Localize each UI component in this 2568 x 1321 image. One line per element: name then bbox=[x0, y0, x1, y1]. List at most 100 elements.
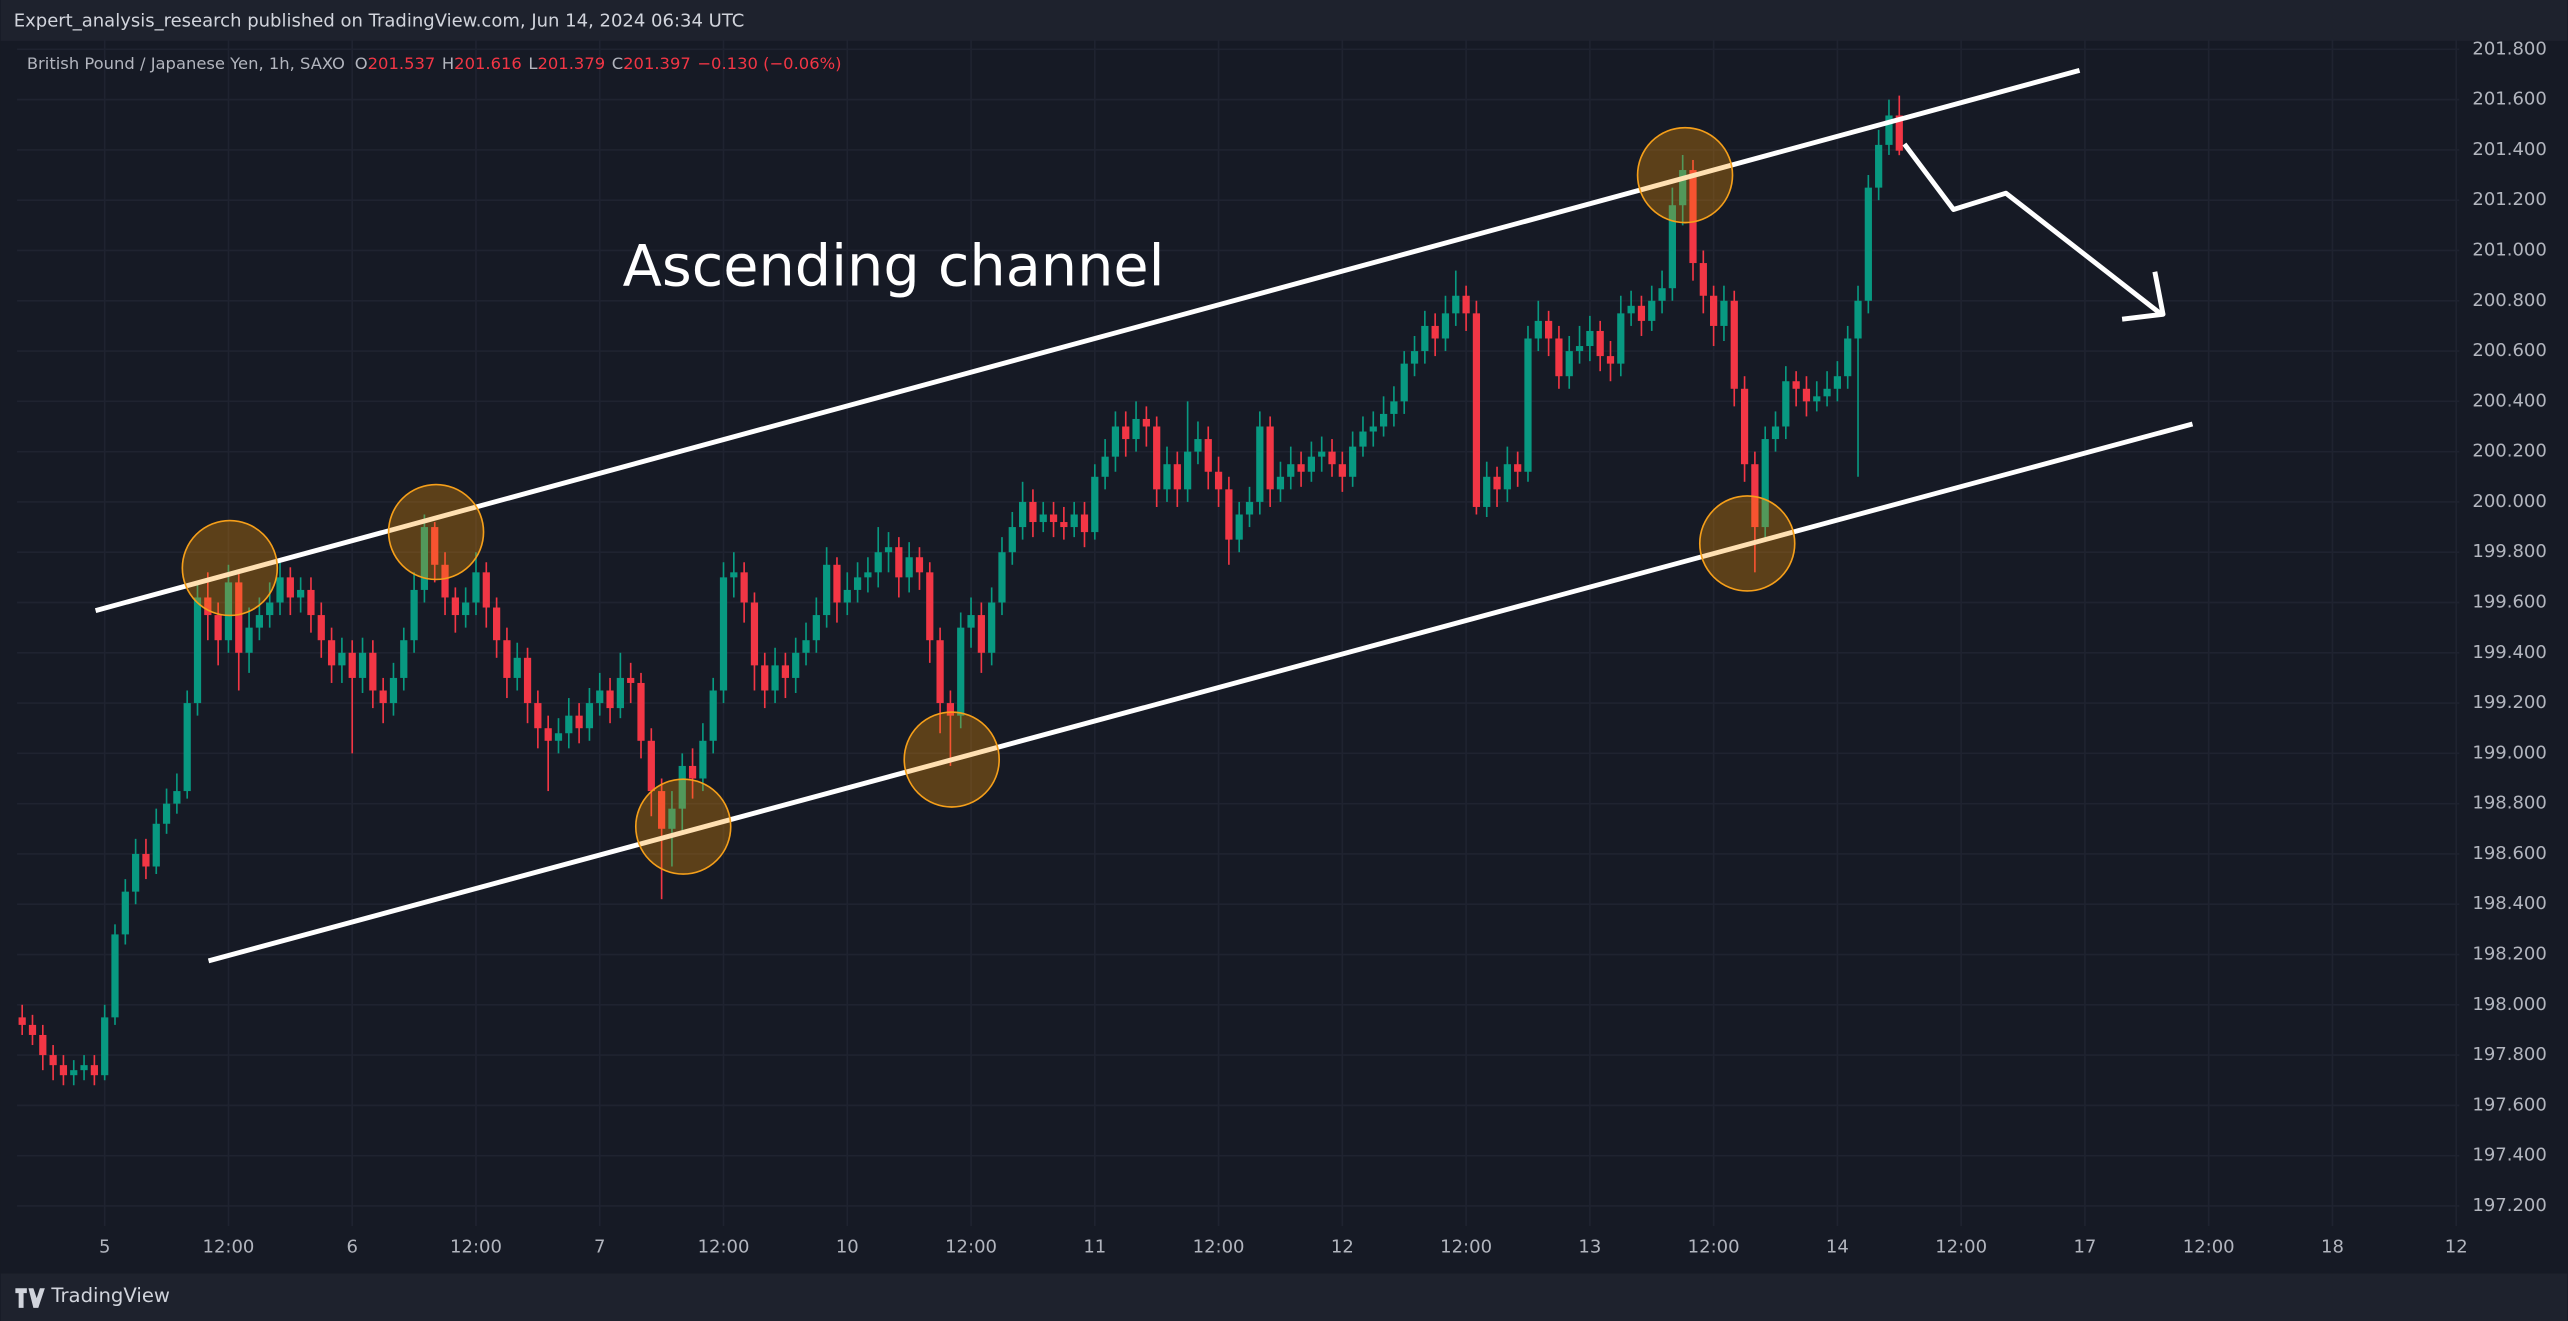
candle-body bbox=[1586, 330, 1594, 347]
candle-body bbox=[812, 615, 820, 641]
candle-body bbox=[1895, 115, 1903, 151]
candle-body bbox=[214, 615, 222, 641]
candle-body bbox=[1771, 426, 1780, 440]
candle-body bbox=[1018, 501, 1027, 528]
candle-body bbox=[884, 547, 893, 553]
y-tick-label: 197.400 bbox=[2472, 1145, 2546, 1166]
y-tick-label: 200.000 bbox=[2472, 491, 2546, 512]
candle-body bbox=[1441, 313, 1450, 339]
candle-body bbox=[606, 690, 614, 709]
candle-body bbox=[1390, 401, 1398, 414]
candle-body bbox=[1142, 418, 1150, 427]
candle-body bbox=[1844, 338, 1852, 377]
candle-body bbox=[1813, 396, 1821, 402]
logo-mark bbox=[15, 1288, 45, 1308]
candle-body bbox=[1875, 144, 1883, 188]
candle-body bbox=[224, 582, 233, 641]
candle-body bbox=[1555, 338, 1563, 377]
candle-body bbox=[1421, 325, 1429, 352]
candle-body bbox=[235, 582, 243, 653]
candle-body bbox=[441, 564, 449, 598]
candle-body bbox=[1864, 187, 1872, 301]
x-tick-label: 5 bbox=[99, 1236, 110, 1257]
y-tick-label: 198.000 bbox=[2472, 994, 2546, 1015]
y-tick-label: 197.200 bbox=[2472, 1195, 2546, 1216]
candle-body bbox=[1782, 381, 1790, 427]
candle-body bbox=[1658, 288, 1666, 301]
y-tick-label: 198.800 bbox=[2472, 793, 2546, 814]
candle-body bbox=[1122, 426, 1130, 440]
candle-body bbox=[1225, 489, 1233, 540]
candle-body bbox=[472, 572, 480, 603]
x-tick-label: 18 bbox=[2321, 1236, 2344, 1257]
candle-body bbox=[1008, 527, 1016, 553]
candle-body bbox=[1462, 295, 1470, 314]
candle-body bbox=[1493, 476, 1501, 490]
y-tick-label: 200.800 bbox=[2472, 290, 2546, 311]
candle-body bbox=[1627, 305, 1635, 314]
y-tick-label: 198.400 bbox=[2472, 893, 2546, 914]
candle-body bbox=[431, 527, 439, 565]
y-tick-label: 197.800 bbox=[2472, 1044, 2546, 1065]
candle-body bbox=[389, 677, 398, 704]
l-label: L bbox=[528, 53, 538, 72]
candle-body bbox=[1833, 376, 1842, 389]
grid bbox=[17, 39, 2460, 1227]
candle-body bbox=[843, 589, 851, 603]
candle-body bbox=[348, 652, 356, 678]
candle-body bbox=[1266, 426, 1274, 490]
candle-body bbox=[90, 1065, 98, 1076]
candle-body bbox=[977, 615, 985, 653]
candle-body bbox=[926, 572, 934, 641]
candle-body bbox=[523, 657, 532, 704]
candle-body bbox=[1575, 346, 1584, 352]
candle-body bbox=[1307, 456, 1316, 472]
candle-body bbox=[575, 715, 583, 729]
candle-body bbox=[1802, 388, 1811, 402]
candle-body bbox=[1369, 426, 1377, 432]
candle-body bbox=[1689, 170, 1697, 264]
y-tick-label: 200.600 bbox=[2472, 340, 2546, 361]
h-value: 201.616 bbox=[454, 53, 522, 72]
candle-body bbox=[1534, 320, 1542, 339]
candle-body bbox=[678, 765, 686, 809]
candle-body bbox=[1761, 439, 1769, 528]
candle-body bbox=[1328, 451, 1336, 465]
x-tick-label: 6 bbox=[346, 1236, 357, 1257]
y-tick-label: 199.400 bbox=[2472, 642, 2546, 663]
x-tick-label: 12:00 bbox=[945, 1236, 997, 1257]
candle-body bbox=[327, 640, 336, 666]
candle-body bbox=[915, 557, 924, 573]
candle-body bbox=[719, 577, 728, 691]
candle-body bbox=[534, 703, 542, 729]
candle-body bbox=[1235, 514, 1243, 540]
candle-body bbox=[358, 652, 367, 678]
candle-body bbox=[492, 607, 501, 641]
candle-body bbox=[647, 740, 655, 792]
candle-body bbox=[853, 577, 862, 590]
drawings bbox=[94, 68, 2194, 964]
x-tick-label: 12 bbox=[2445, 1236, 2468, 1257]
candle-body bbox=[1349, 446, 1357, 477]
candle-body bbox=[1287, 464, 1295, 477]
candle-body bbox=[730, 572, 738, 578]
candle-body bbox=[1163, 464, 1171, 490]
candle-body bbox=[462, 602, 470, 616]
c-value: 201.397 bbox=[623, 53, 691, 72]
candle-body bbox=[750, 602, 759, 666]
footer-logo: TradingView bbox=[15, 1284, 170, 1308]
candle-body bbox=[1111, 426, 1120, 457]
candle-body bbox=[482, 572, 490, 608]
candle-body bbox=[1256, 426, 1264, 502]
y-tick-label: 198.600 bbox=[2472, 843, 2546, 864]
candle-body bbox=[307, 589, 315, 616]
candle-body bbox=[1091, 476, 1099, 533]
candle-body bbox=[1101, 456, 1109, 477]
x-tick-label: 12:00 bbox=[1688, 1236, 1740, 1257]
candle-body bbox=[111, 934, 119, 1018]
channel-lower-line bbox=[207, 421, 2194, 964]
candle-body bbox=[204, 597, 212, 616]
annotation: Ascending channel bbox=[623, 233, 1165, 300]
